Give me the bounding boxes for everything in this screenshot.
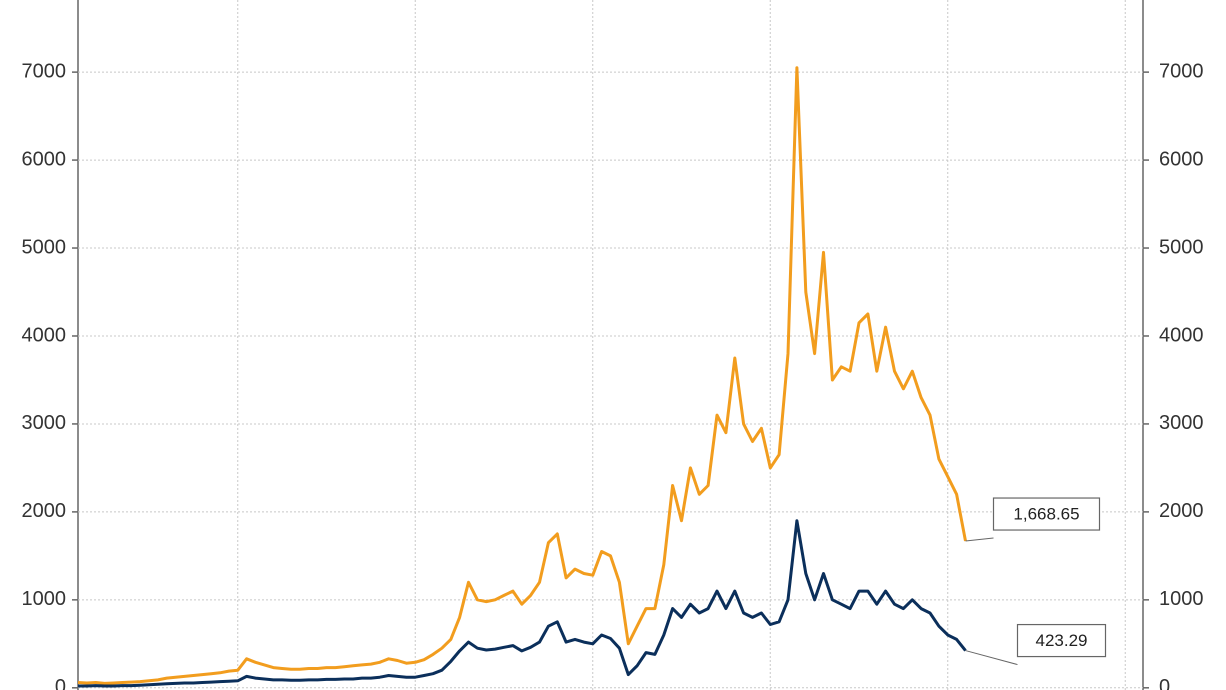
y-tick-label: 2000	[22, 500, 67, 522]
y2-tick-label: 1000	[1159, 588, 1204, 610]
y-tick-label: 6000	[22, 148, 67, 170]
label-box	[1016, 623, 1107, 658]
y-tick-label: 4000	[22, 324, 67, 346]
y2-tick-label: 0	[1159, 676, 1170, 690]
label-box	[992, 497, 1101, 531]
label-connector	[965, 537, 994, 542]
y2-tick-label: 4000	[1159, 324, 1204, 346]
y-tick-label: 0	[55, 676, 66, 690]
label-connector	[965, 650, 1018, 666]
series-line	[77, 66, 967, 685]
y-tick-label: 1000	[22, 588, 67, 610]
y2-tick-label: 7000	[1159, 60, 1204, 82]
y2-tick-label: 5000	[1159, 236, 1204, 258]
y-tick-label: 7000	[22, 60, 67, 82]
value-label: 423.29	[1036, 631, 1088, 650]
y-tick-label: 3000	[22, 412, 67, 434]
value-label: 1,668.65	[1013, 505, 1079, 524]
y2-tick-label: 3000	[1159, 412, 1204, 434]
y2-tick-label: 2000	[1159, 500, 1204, 522]
y2-tick-label: 6000	[1159, 148, 1204, 170]
y-tick-label: 5000	[22, 236, 67, 258]
series-line	[78, 519, 967, 688]
